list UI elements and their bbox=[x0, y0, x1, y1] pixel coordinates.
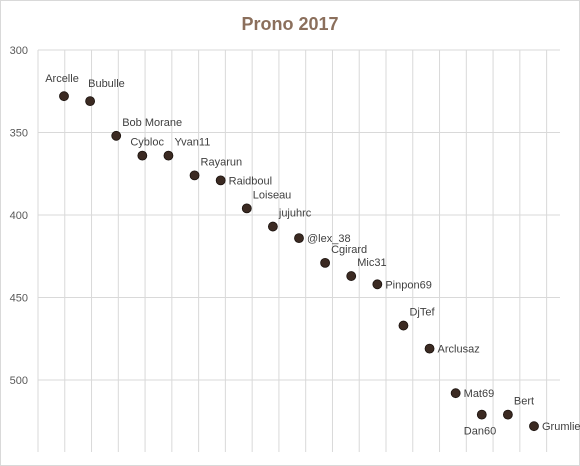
data-label: Pinpon69 bbox=[385, 279, 432, 291]
data-label: Grumlie bbox=[542, 421, 580, 433]
data-point bbox=[529, 421, 539, 432]
y-tick-label: 400 bbox=[10, 210, 28, 222]
y-tick-label: 300 bbox=[10, 45, 28, 57]
data-point bbox=[346, 271, 357, 281]
data-point bbox=[450, 388, 461, 399]
data-point bbox=[241, 203, 252, 214]
y-tick-label: 450 bbox=[10, 293, 28, 305]
data-label: Bob Morane bbox=[122, 117, 182, 129]
data-label: Cybloc bbox=[130, 137, 164, 149]
data-label: Bert bbox=[514, 396, 534, 408]
data-point bbox=[294, 233, 304, 244]
data-label: Arclusaz bbox=[438, 344, 480, 356]
data-label: Yvan11 bbox=[174, 137, 210, 149]
data-label: Mat69 bbox=[464, 388, 495, 400]
data-point bbox=[424, 343, 435, 354]
data-point bbox=[163, 150, 174, 161]
data-label: Rayarun bbox=[201, 156, 243, 168]
data-point bbox=[59, 91, 69, 102]
y-tick-label: 500 bbox=[10, 375, 28, 387]
data-label: @lex_38 bbox=[307, 233, 351, 245]
data-label: Arcelle bbox=[45, 73, 79, 85]
data-point bbox=[398, 320, 409, 331]
data-point bbox=[215, 175, 226, 186]
data-point bbox=[372, 279, 383, 290]
data-point bbox=[267, 221, 278, 232]
data-point bbox=[476, 409, 487, 420]
data-label: Mic31 bbox=[357, 257, 386, 269]
data-label: DjTef bbox=[409, 307, 435, 319]
y-tick-label: 350 bbox=[10, 128, 28, 140]
data-label: Raidboul bbox=[229, 175, 272, 187]
data-point bbox=[502, 409, 513, 420]
data-point bbox=[189, 170, 200, 181]
data-point bbox=[111, 130, 122, 141]
data-label: Dan60 bbox=[464, 426, 496, 438]
chart-title: Prono 2017 bbox=[241, 14, 338, 34]
data-label: Loiseau bbox=[253, 189, 292, 201]
data-point bbox=[320, 257, 331, 268]
data-label: Cgirard bbox=[331, 244, 367, 256]
data-point bbox=[85, 96, 96, 107]
data-point bbox=[137, 150, 148, 161]
data-label: Bubulle bbox=[88, 78, 125, 90]
data-label: jujuhrc bbox=[278, 208, 312, 220]
